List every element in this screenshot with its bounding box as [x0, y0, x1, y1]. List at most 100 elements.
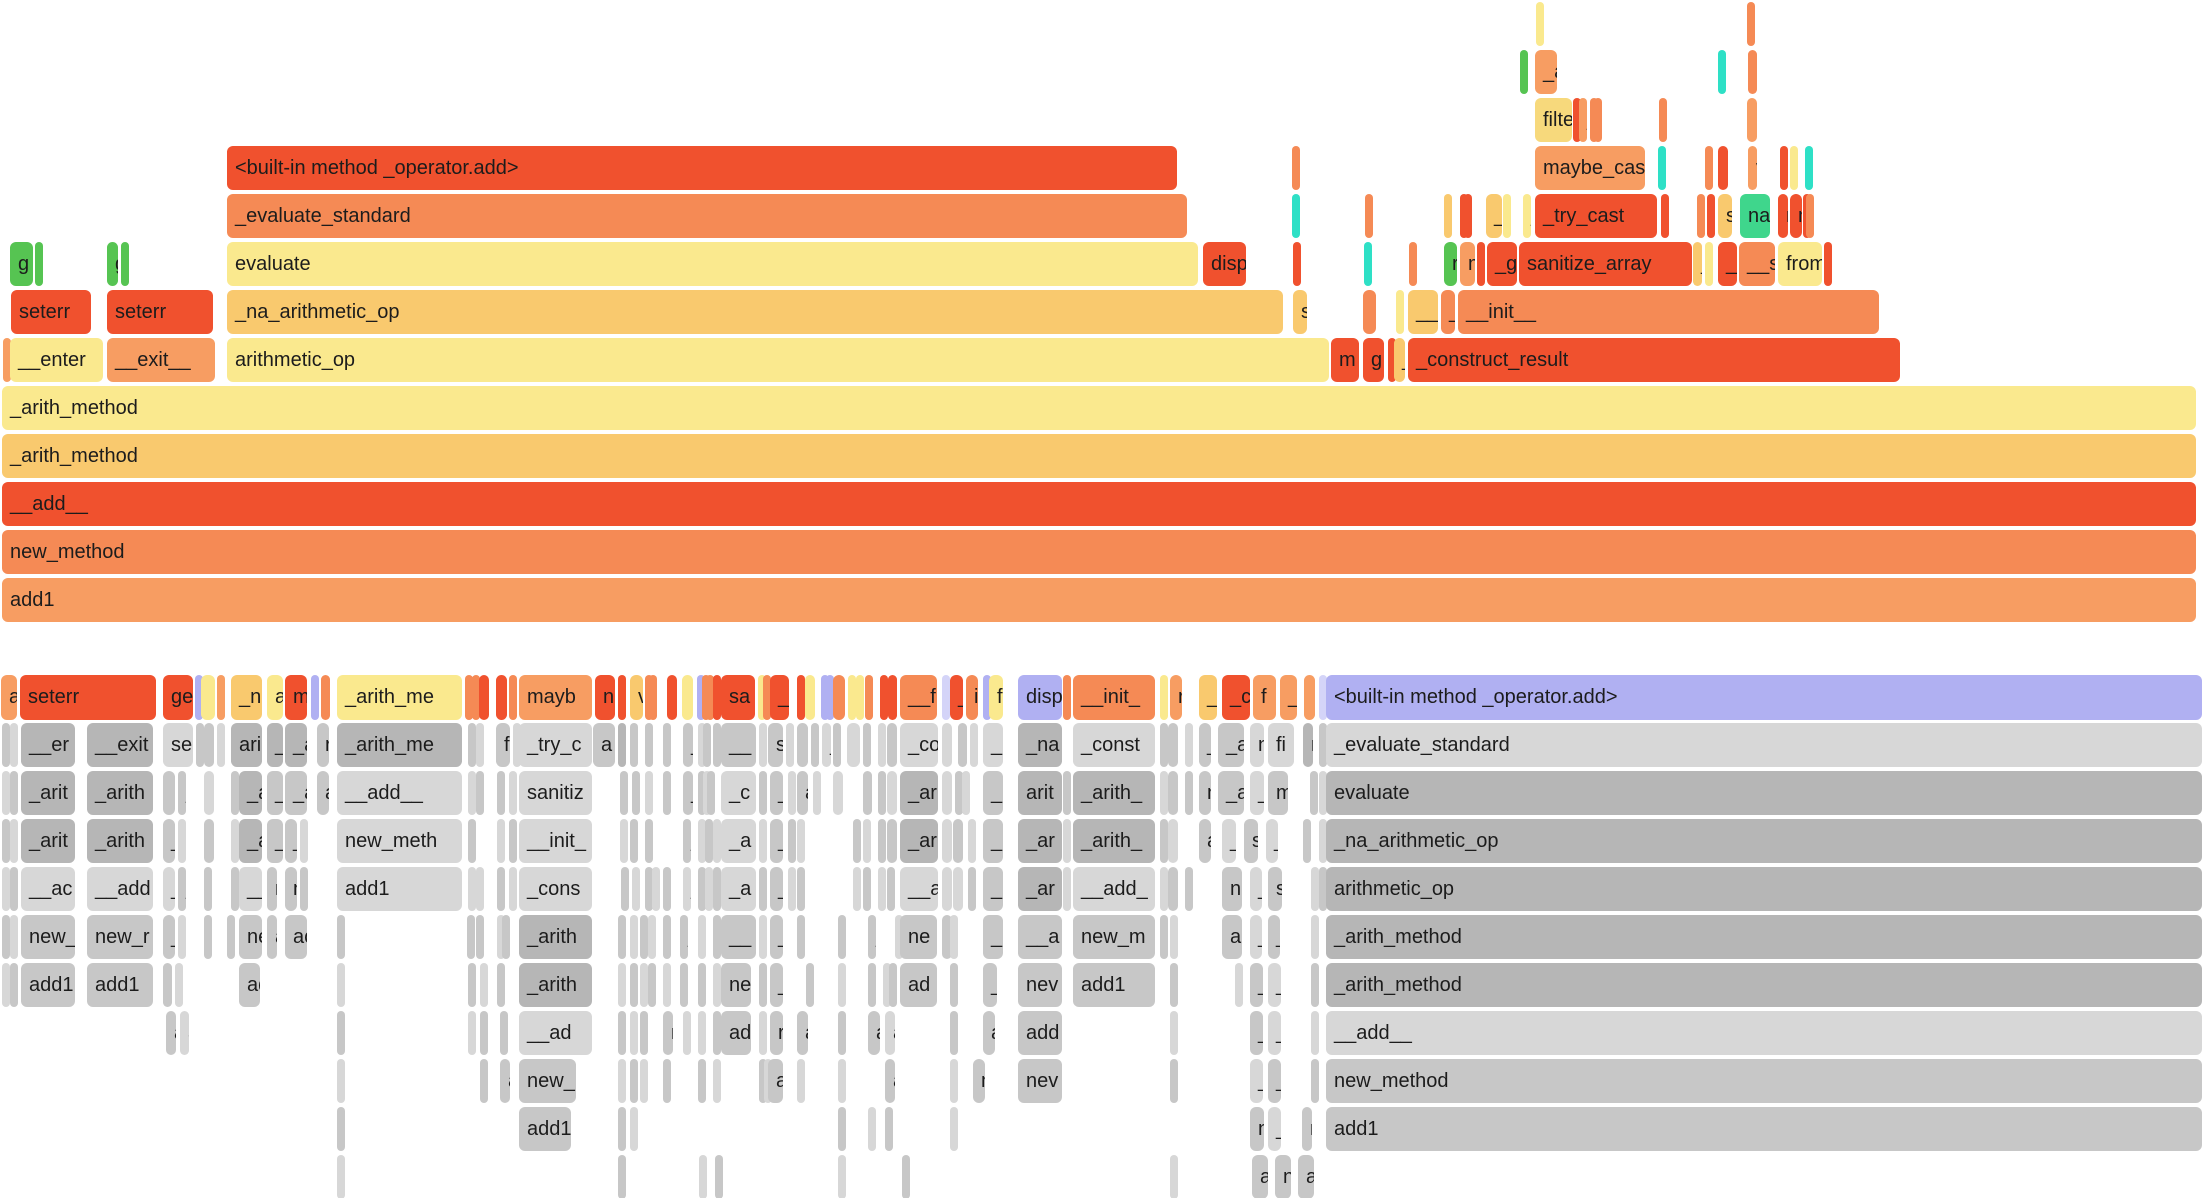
- frame-sliver[interactable]: [178, 915, 186, 959]
- frame-sliver[interactable]: [468, 723, 476, 767]
- frame-sliver[interactable]: [645, 771, 653, 815]
- frame-sliver[interactable]: [1780, 146, 1788, 190]
- frame-sliver[interactable]: [337, 1059, 345, 1103]
- frame-sliver[interactable]: [758, 675, 766, 720]
- frame-_[interactable]: _: [1266, 819, 1278, 863]
- frame-sliver[interactable]: [1520, 50, 1528, 94]
- frame-a[interactable]: a: [797, 771, 808, 815]
- frame-sliver[interactable]: [863, 771, 872, 815]
- frame-sliver[interactable]: [1747, 2, 1755, 46]
- frame-sliver[interactable]: [468, 1011, 476, 1055]
- frame-sliver[interactable]: [10, 915, 18, 959]
- frame-sliver[interactable]: [942, 819, 952, 863]
- frame-sliver[interactable]: [630, 963, 638, 1007]
- frame-sliver[interactable]: [645, 819, 653, 863]
- frame-__ac[interactable]: __ac: [21, 867, 75, 911]
- frame-_na_arithmetic_op[interactable]: _na_arithmetic_op: [1326, 819, 2202, 863]
- frame-sliver[interactable]: [698, 771, 706, 815]
- frame-ne[interactable]: ne: [900, 915, 937, 959]
- frame-_[interactable]: _: [1199, 675, 1217, 720]
- frame-sliver[interactable]: [1170, 1059, 1178, 1103]
- frame-sliver[interactable]: [1705, 242, 1713, 286]
- frame-m[interactable]: m: [285, 675, 307, 720]
- frame-sliver[interactable]: [950, 963, 958, 1007]
- frame-_a[interactable]: _a: [1535, 50, 1557, 94]
- frame-sliver[interactable]: [480, 1059, 488, 1103]
- frame-sliver[interactable]: [1170, 1011, 1178, 1055]
- frame-_[interactable]: _: [178, 867, 186, 911]
- frame-sliver[interactable]: [698, 867, 706, 911]
- frame-_[interactable]: _: [770, 771, 783, 815]
- frame-sliver[interactable]: [468, 771, 476, 815]
- frame-_arith_method[interactable]: _arith_method: [2, 386, 2196, 430]
- frame-n[interactable]: n: [1275, 1155, 1291, 1198]
- frame-n[interactable]: n: [285, 867, 297, 911]
- frame-sliver[interactable]: [868, 1107, 876, 1151]
- selected-frame-built-in-operator-add[interactable]: <built-in method _operator.add>: [1326, 675, 2202, 720]
- frame-_[interactable]: _: [683, 819, 691, 863]
- frame-sliver[interactable]: [698, 915, 706, 959]
- frame-sliver[interactable]: [217, 675, 225, 720]
- frame-sliver[interactable]: [630, 915, 638, 959]
- frame-sliver[interactable]: [479, 675, 489, 720]
- frame-sliver[interactable]: [942, 723, 952, 767]
- frame-sliver[interactable]: [863, 867, 871, 911]
- frame-r[interactable]: r: [1303, 723, 1313, 767]
- frame-r[interactable]: r: [1778, 194, 1788, 238]
- frame-sliver[interactable]: [1293, 242, 1301, 286]
- frame-sliver[interactable]: [497, 771, 505, 815]
- frame-add1[interactable]: add1: [1073, 963, 1155, 1007]
- frame-sliver[interactable]: [1319, 867, 1327, 911]
- frame-__add__[interactable]: __add__: [1326, 1011, 2202, 1055]
- frame-sliver[interactable]: [640, 963, 648, 1007]
- frame-sliver[interactable]: [1168, 867, 1178, 911]
- frame-sliver[interactable]: [887, 819, 897, 863]
- frame-_[interactable]: _: [683, 771, 693, 815]
- frame-sliver[interactable]: [1185, 723, 1193, 767]
- frame-sliver[interactable]: [1364, 242, 1372, 286]
- frame-__a[interactable]: __a: [900, 867, 938, 911]
- frame-sliver[interactable]: [1396, 290, 1404, 334]
- frame-_ar[interactable]: _ar: [1018, 867, 1062, 911]
- frame-r[interactable]: r: [1444, 242, 1457, 286]
- frame-sliver[interactable]: [833, 675, 845, 720]
- frame-r[interactable]: r: [663, 1011, 673, 1055]
- frame-sliver[interactable]: [10, 723, 18, 767]
- frame-sliver[interactable]: [1661, 194, 1669, 238]
- frame-from_[interactable]: from_: [1778, 242, 1822, 286]
- frame-ge[interactable]: ge: [163, 675, 193, 720]
- frame-_a[interactable]: _a: [285, 771, 307, 815]
- frame-_[interactable]: _: [983, 771, 1003, 815]
- frame-a[interactable]: a: [663, 1059, 671, 1103]
- frame-sliver[interactable]: [878, 819, 886, 863]
- frame-a[interactable]: a: [885, 1059, 895, 1103]
- frame-_[interactable]: _: [1486, 194, 1502, 238]
- frame-sliver[interactable]: [2, 963, 10, 1007]
- frame-sliver[interactable]: [10, 819, 18, 863]
- frame-n[interactable]: n: [1199, 771, 1211, 815]
- frame-m[interactable]: m: [1268, 771, 1288, 815]
- frame-sliver[interactable]: [697, 675, 705, 720]
- frame-sliver[interactable]: [1444, 194, 1452, 238]
- frame-sliver[interactable]: [763, 675, 771, 720]
- frame-sliver[interactable]: [826, 675, 834, 720]
- frame-_[interactable]: _: [1199, 723, 1211, 767]
- frame-sliver[interactable]: [648, 915, 656, 959]
- frame-sliver[interactable]: [1063, 867, 1071, 911]
- frame-mayb[interactable]: mayb: [519, 675, 592, 720]
- frame-sliver[interactable]: [1304, 675, 1315, 720]
- frame-_arith_method[interactable]: _arith_method: [2, 434, 2196, 478]
- frame-sliver[interactable]: [863, 723, 871, 767]
- frame-i[interactable]: i: [806, 963, 814, 1007]
- frame-ari[interactable]: ari: [231, 723, 262, 767]
- frame-sliver[interactable]: [856, 675, 864, 720]
- frame-_try_c[interactable]: _try_c: [519, 723, 592, 767]
- frame-g[interactable]: g: [10, 242, 33, 286]
- frame-sliver[interactable]: [1365, 194, 1373, 238]
- frame-s[interactable]: s: [1718, 194, 1732, 238]
- frame-sliver[interactable]: [759, 963, 767, 1007]
- frame-sliver[interactable]: [1160, 819, 1168, 863]
- frame-_[interactable]: _: [1268, 963, 1281, 1007]
- frame-add1[interactable]: add1: [87, 963, 153, 1007]
- frame-_[interactable]: _: [1441, 290, 1455, 334]
